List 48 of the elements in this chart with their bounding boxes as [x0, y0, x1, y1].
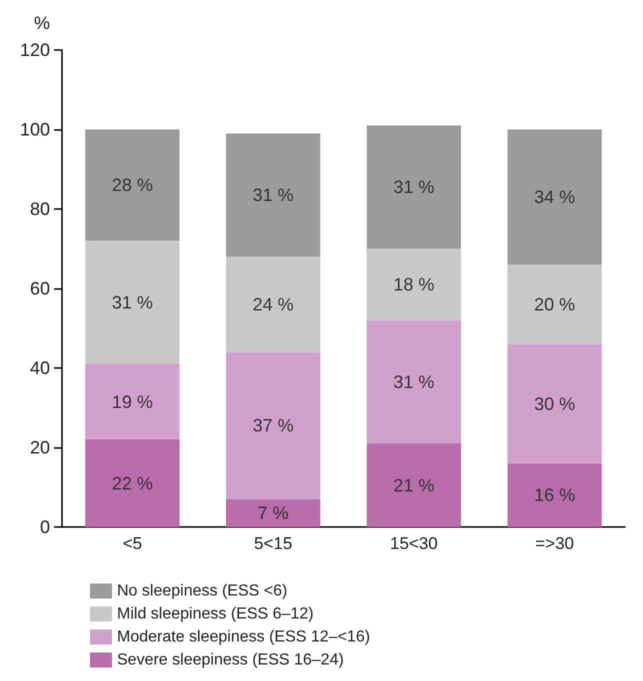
bar	[85, 364, 180, 440]
y-tick-label: 60	[30, 278, 50, 298]
legend-label: Mild sleepiness (ESS 6–12)	[117, 606, 314, 622]
data-label: 28 %	[112, 175, 153, 196]
x-tick-label: 15<30	[390, 534, 438, 553]
legend-label: Severe sleepiness (ESS 16–24)	[117, 652, 344, 668]
bar	[366, 444, 462, 527]
bar	[85, 240, 180, 364]
bar	[226, 133, 320, 257]
y-tick-label: 80	[30, 199, 50, 219]
y-tick-label: 0	[40, 517, 50, 537]
data-label: 37 %	[252, 416, 294, 436]
data-label: 30 %	[534, 394, 576, 414]
legend-label: Moderate sleepiness (ESS 12–<16)	[117, 628, 370, 646]
bar	[226, 499, 320, 527]
bar	[366, 126, 462, 249]
data-label: 31 %	[252, 185, 294, 206]
bar	[366, 248, 462, 320]
data-label: 18 %	[393, 274, 434, 295]
bar	[85, 440, 180, 527]
y-tick-label: 20	[30, 438, 50, 458]
data-label: 31 %	[393, 372, 434, 392]
data-label: 22 %	[112, 473, 153, 494]
bar	[366, 320, 462, 444]
bar	[507, 463, 602, 527]
x-tick-label: <5	[122, 534, 142, 553]
data-label: 34 %	[534, 187, 576, 208]
data-label: 16 %	[534, 485, 576, 506]
bar	[507, 130, 602, 265]
legend-label: No sleepiness (ESS <6)	[117, 582, 288, 600]
data-label: 19 %	[112, 392, 153, 412]
bar	[85, 130, 180, 241]
data-label: 20 %	[534, 294, 576, 314]
data-label: 7 %	[258, 503, 289, 524]
bar	[226, 256, 320, 352]
bar	[507, 344, 602, 464]
bar	[226, 352, 320, 500]
data-label: 31 %	[393, 177, 434, 198]
data-label: 21 %	[393, 475, 434, 496]
data-label: 24 %	[252, 294, 294, 314]
y-tick-label: 100	[20, 120, 50, 140]
x-tick-label: =>30	[535, 534, 574, 553]
bar	[507, 264, 602, 344]
y-axis-title: %	[34, 13, 50, 33]
data-label: 31 %	[112, 292, 153, 312]
y-tick-label: 40	[30, 358, 50, 378]
y-tick-label: 120	[20, 40, 50, 60]
x-tick-label: 5<15	[254, 534, 292, 553]
